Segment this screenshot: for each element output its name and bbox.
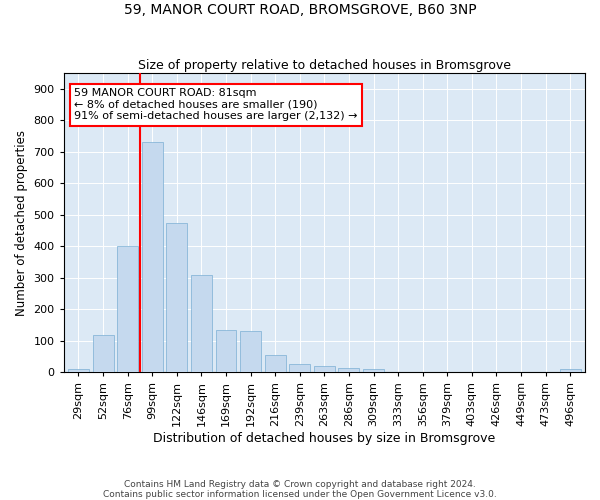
Title: Size of property relative to detached houses in Bromsgrove: Size of property relative to detached ho… [138,59,511,72]
X-axis label: Distribution of detached houses by size in Bromsgrove: Distribution of detached houses by size … [153,432,496,445]
Bar [265,355,286,372]
Bar [68,369,89,372]
Bar [92,334,113,372]
Bar [191,274,212,372]
Text: Contains HM Land Registry data © Crown copyright and database right 2024.
Contai: Contains HM Land Registry data © Crown c… [103,480,497,499]
Bar [338,368,359,372]
Bar [560,369,581,372]
Bar [289,364,310,372]
Bar [142,142,163,372]
Text: 59, MANOR COURT ROAD, BROMSGROVE, B60 3NP: 59, MANOR COURT ROAD, BROMSGROVE, B60 3N… [124,2,476,16]
Y-axis label: Number of detached properties: Number of detached properties [15,130,28,316]
Text: 59 MANOR COURT ROAD: 81sqm
← 8% of detached houses are smaller (190)
91% of semi: 59 MANOR COURT ROAD: 81sqm ← 8% of detac… [74,88,358,122]
Bar [215,330,236,372]
Bar [363,369,384,372]
Bar [314,366,335,372]
Bar [166,222,187,372]
Bar [117,246,138,372]
Bar [240,332,261,372]
